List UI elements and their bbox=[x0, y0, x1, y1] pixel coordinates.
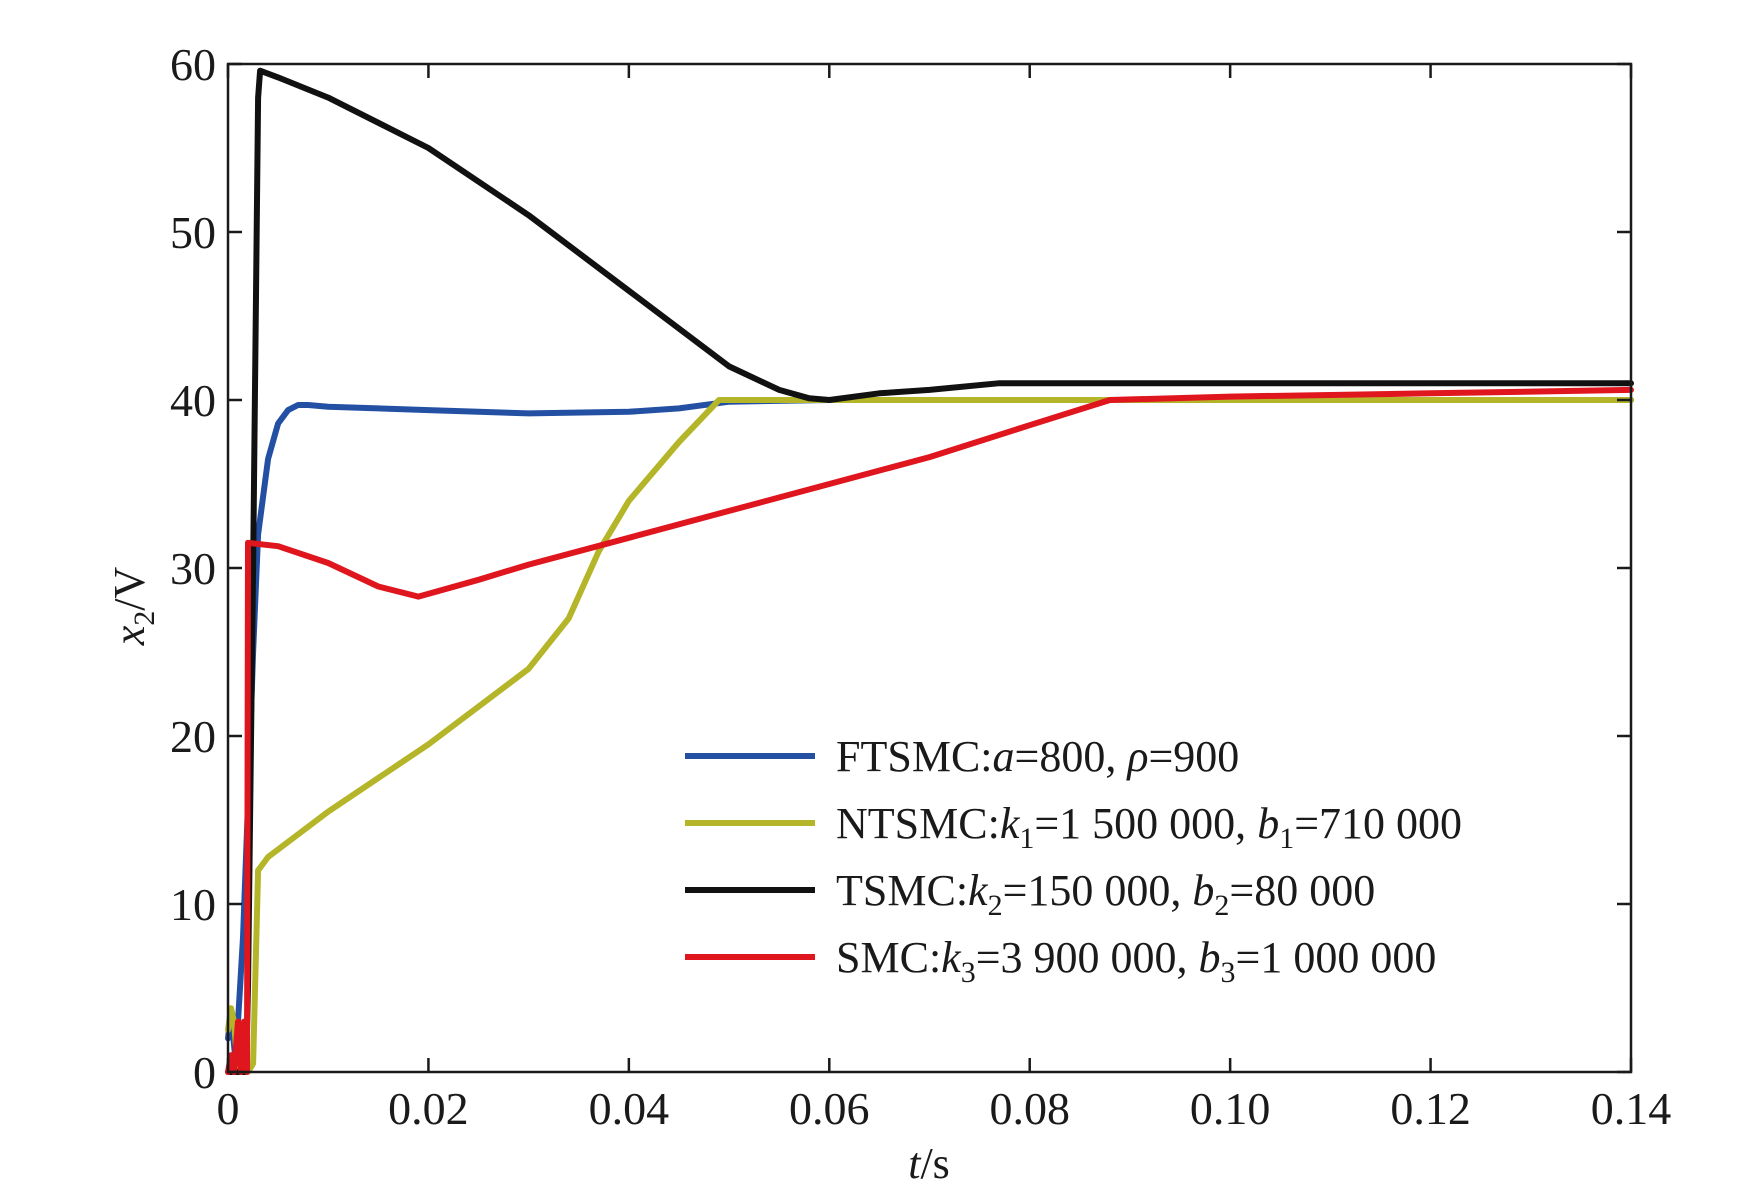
y-tick-label: 10 bbox=[170, 879, 216, 930]
x-tick-label: 0.08 bbox=[989, 1083, 1070, 1134]
y-axis-label: x2/V bbox=[105, 567, 161, 647]
x-tick-label: 0.10 bbox=[1190, 1083, 1271, 1134]
y-tick-label: 20 bbox=[170, 711, 216, 762]
series-line-4 bbox=[225, 386, 1634, 1075]
x-axis-label: t/s bbox=[908, 1139, 950, 1185]
legend-item-2: NTSMC:k1=1 500 000, b1=710 000 bbox=[685, 799, 1462, 855]
legend-item-4: SMC:k3=3 900 000, b3=1 000 000 bbox=[685, 933, 1436, 989]
y-tick-label: 30 bbox=[170, 543, 216, 594]
x-tick-label: 0.06 bbox=[789, 1083, 870, 1134]
legend-label: FTSMC:a=800, ρ=900 bbox=[836, 732, 1239, 781]
y-tick-label: 0 bbox=[193, 1047, 216, 1098]
legend-item-1: FTSMC:a=800, ρ=900 bbox=[685, 732, 1239, 781]
y-tick-label: 50 bbox=[170, 207, 216, 258]
legend-label: TSMC:k2=150 000, b2=80 000 bbox=[836, 866, 1375, 922]
series-lines bbox=[225, 67, 1634, 1075]
series-line-3 bbox=[225, 67, 1634, 1075]
x-tick-label: 0 bbox=[217, 1083, 240, 1134]
x-tick-label: 0.12 bbox=[1390, 1083, 1471, 1134]
y-axis-ticks: 0 10 20 30 40 50 60 bbox=[170, 39, 1631, 1098]
legend-label: NTSMC:k1=1 500 000, b1=710 000 bbox=[836, 799, 1462, 855]
svg-text:x2/V: x2/V bbox=[105, 567, 161, 647]
x-tick-label: 0.14 bbox=[1591, 1083, 1672, 1134]
legend: FTSMC:a=800, ρ=900 NTSMC:k1=1 500 000, b1… bbox=[685, 732, 1462, 989]
x-tick-label: 0.04 bbox=[589, 1083, 670, 1134]
x-axis-ticks: 0 0.02 0.04 0.06 0.08 0.10 0.12 0.14 bbox=[217, 64, 1672, 1134]
y-tick-label: 40 bbox=[170, 375, 216, 426]
plot-frame bbox=[226, 62, 1633, 1074]
x-tick-label: 0.02 bbox=[388, 1083, 469, 1134]
y-tick-label: 60 bbox=[170, 39, 216, 90]
legend-item-3: TSMC:k2=150 000, b2=80 000 bbox=[685, 866, 1375, 922]
legend-label: SMC:k3=3 900 000, b3=1 000 000 bbox=[836, 933, 1436, 989]
